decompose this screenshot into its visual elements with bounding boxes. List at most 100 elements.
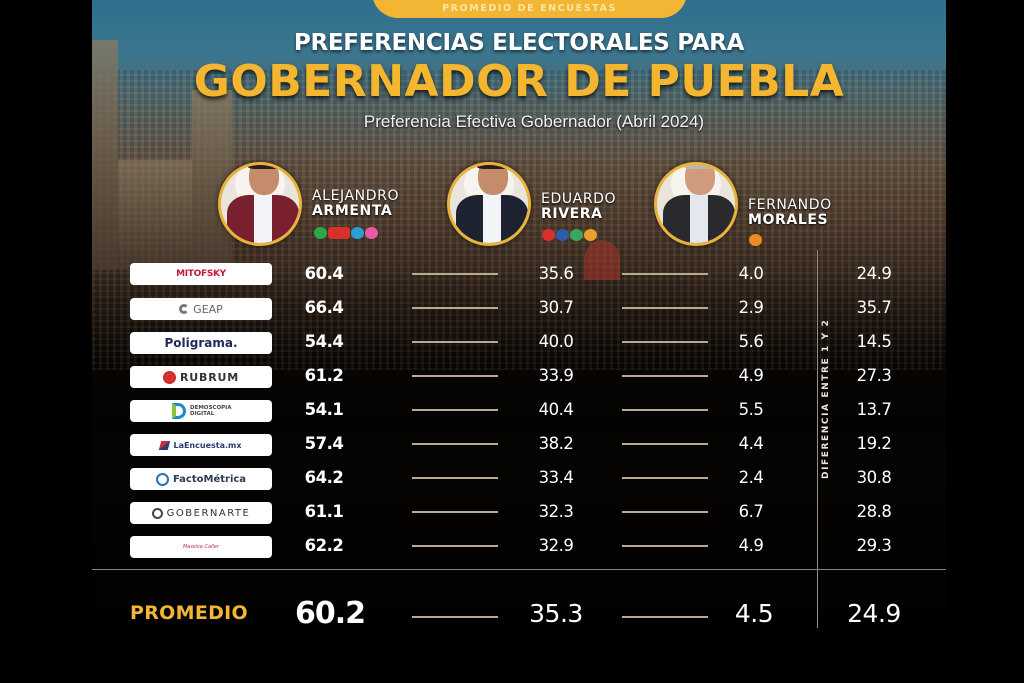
- rubrum-logo-icon: [163, 370, 177, 384]
- party-icon: [584, 229, 597, 241]
- row-separator: [412, 616, 498, 618]
- row-separator: [622, 307, 708, 309]
- pollster-logo-gobernarte: GOBERNARTE: [130, 502, 272, 524]
- laencuesta-logo-icon: [159, 440, 171, 450]
- row-separator: [412, 341, 498, 343]
- rivera-value: 33.4: [538, 468, 574, 487]
- row-separator: [412, 477, 498, 479]
- demoscopia-logo-icon: [172, 403, 186, 419]
- party-logos-rivera: [542, 229, 597, 241]
- pollster-logo-rubrum: RUBRUM: [130, 366, 272, 388]
- difference-value: 19.2: [856, 434, 892, 453]
- party-icon: [365, 227, 378, 239]
- party-logos-morales: [749, 234, 762, 246]
- average-row-divider: [92, 569, 946, 570]
- row-separator: [622, 545, 708, 547]
- morales-value: 5.6: [738, 332, 764, 351]
- difference-value: 35.7: [856, 298, 892, 317]
- candidate-photo-armenta: [218, 162, 302, 246]
- cathedral-tower-left: [92, 40, 118, 270]
- average-rivera: 35.3: [529, 599, 583, 628]
- party-icon: [542, 229, 555, 241]
- row-separator: [412, 409, 498, 411]
- title-line-2: GOBERNADOR DE PUEBLA: [193, 56, 845, 107]
- morales-value: 4.9: [738, 536, 764, 555]
- armenta-value: 61.2: [304, 366, 344, 385]
- row-separator: [622, 477, 708, 479]
- party-icon: [314, 227, 327, 239]
- difference-column-label: DIFERENCIA ENTRE 1 Y 2: [821, 318, 831, 480]
- gobernarte-logo-icon: [151, 507, 163, 519]
- average-difference: 24.9: [847, 599, 901, 628]
- rivera-value: 33.9: [538, 366, 574, 385]
- geap-logo-icon: [179, 304, 190, 314]
- rivera-value: 35.6: [538, 264, 574, 283]
- average-armenta: 60.2: [294, 596, 366, 631]
- morales-value: 4.4: [738, 434, 764, 453]
- morales-value: 6.7: [738, 502, 764, 521]
- row-separator: [622, 616, 708, 618]
- header-badge: PROMEDIO DE ENCUESTAS: [372, 0, 687, 18]
- morales-value: 4.0: [738, 264, 764, 283]
- pollster-logo-factometrica: FactoMétrica: [130, 468, 272, 490]
- difference-value: 29.3: [856, 536, 892, 555]
- party-icon: [749, 234, 762, 246]
- armenta-value: 60.4: [304, 264, 344, 283]
- badge-text: PROMEDIO DE ENCUESTAS: [442, 3, 617, 14]
- morales-value: 2.4: [738, 468, 764, 487]
- armenta-value: 62.2: [304, 536, 344, 555]
- rivera-value: 32.3: [538, 502, 574, 521]
- row-separator: [412, 443, 498, 445]
- armenta-value: 54.1: [304, 400, 344, 419]
- poll-infographic: PROMEDIO DE ENCUESTAS PREFERENCIAS ELECT…: [92, 0, 946, 683]
- row-separator: [622, 341, 708, 343]
- armenta-value: 57.4: [304, 434, 344, 453]
- candidate-name-armenta: ALEJANDRO ARMENTA: [312, 188, 400, 219]
- row-separator: [622, 375, 708, 377]
- pollster-logo-laencuesta: LaEncuesta.mx: [130, 434, 272, 456]
- cathedral-facade: [118, 160, 192, 270]
- row-separator: [622, 443, 708, 445]
- row-separator: [412, 511, 498, 513]
- row-separator: [412, 307, 498, 309]
- subtitle: Preferencia Efectiva Gobernador (Abril 2…: [363, 112, 705, 131]
- row-separator: [412, 273, 498, 275]
- party-logos-armenta: [314, 227, 378, 239]
- pollster-logo-poligrama: Poligrama.: [130, 332, 272, 354]
- morales-value: 5.5: [738, 400, 764, 419]
- row-separator: [622, 409, 708, 411]
- pollster-logo-mitofsky: MITOFSKY: [130, 263, 272, 285]
- average-morales: 4.5: [734, 599, 774, 628]
- pollster-logo-demoscopia: DEMOSCOPIA DIGITAL: [130, 400, 272, 422]
- party-icon: [328, 227, 350, 239]
- row-separator: [412, 545, 498, 547]
- row-separator: [412, 375, 498, 377]
- armenta-value: 54.4: [304, 332, 344, 351]
- row-separator: [622, 511, 708, 513]
- average-label: PROMEDIO: [130, 602, 248, 624]
- difference-column-divider: [817, 250, 818, 628]
- party-icon: [570, 229, 583, 241]
- rivera-value: 30.7: [538, 298, 574, 317]
- difference-value: 13.7: [856, 400, 892, 419]
- difference-value: 30.8: [856, 468, 892, 487]
- candidate-photo-rivera: [447, 162, 531, 246]
- candidate-name-morales: FERNANDO MORALES: [748, 197, 832, 228]
- difference-value: 24.9: [856, 264, 892, 283]
- party-icon: [556, 229, 569, 241]
- church-dome: [584, 240, 620, 280]
- difference-value: 28.8: [856, 502, 892, 521]
- rivera-value: 40.0: [538, 332, 574, 351]
- rivera-value: 38.2: [538, 434, 574, 453]
- armenta-value: 64.2: [304, 468, 344, 487]
- party-icon: [351, 227, 364, 239]
- candidate-photo-morales: [654, 162, 738, 246]
- row-separator: [622, 273, 708, 275]
- morales-value: 2.9: [738, 298, 764, 317]
- difference-value: 14.5: [856, 332, 892, 351]
- armenta-value: 61.1: [304, 502, 344, 521]
- rivera-value: 40.4: [538, 400, 574, 419]
- pollster-logo-massive-caller: Massive Caller: [130, 536, 272, 558]
- armenta-value: 66.4: [304, 298, 344, 317]
- morales-value: 4.9: [738, 366, 764, 385]
